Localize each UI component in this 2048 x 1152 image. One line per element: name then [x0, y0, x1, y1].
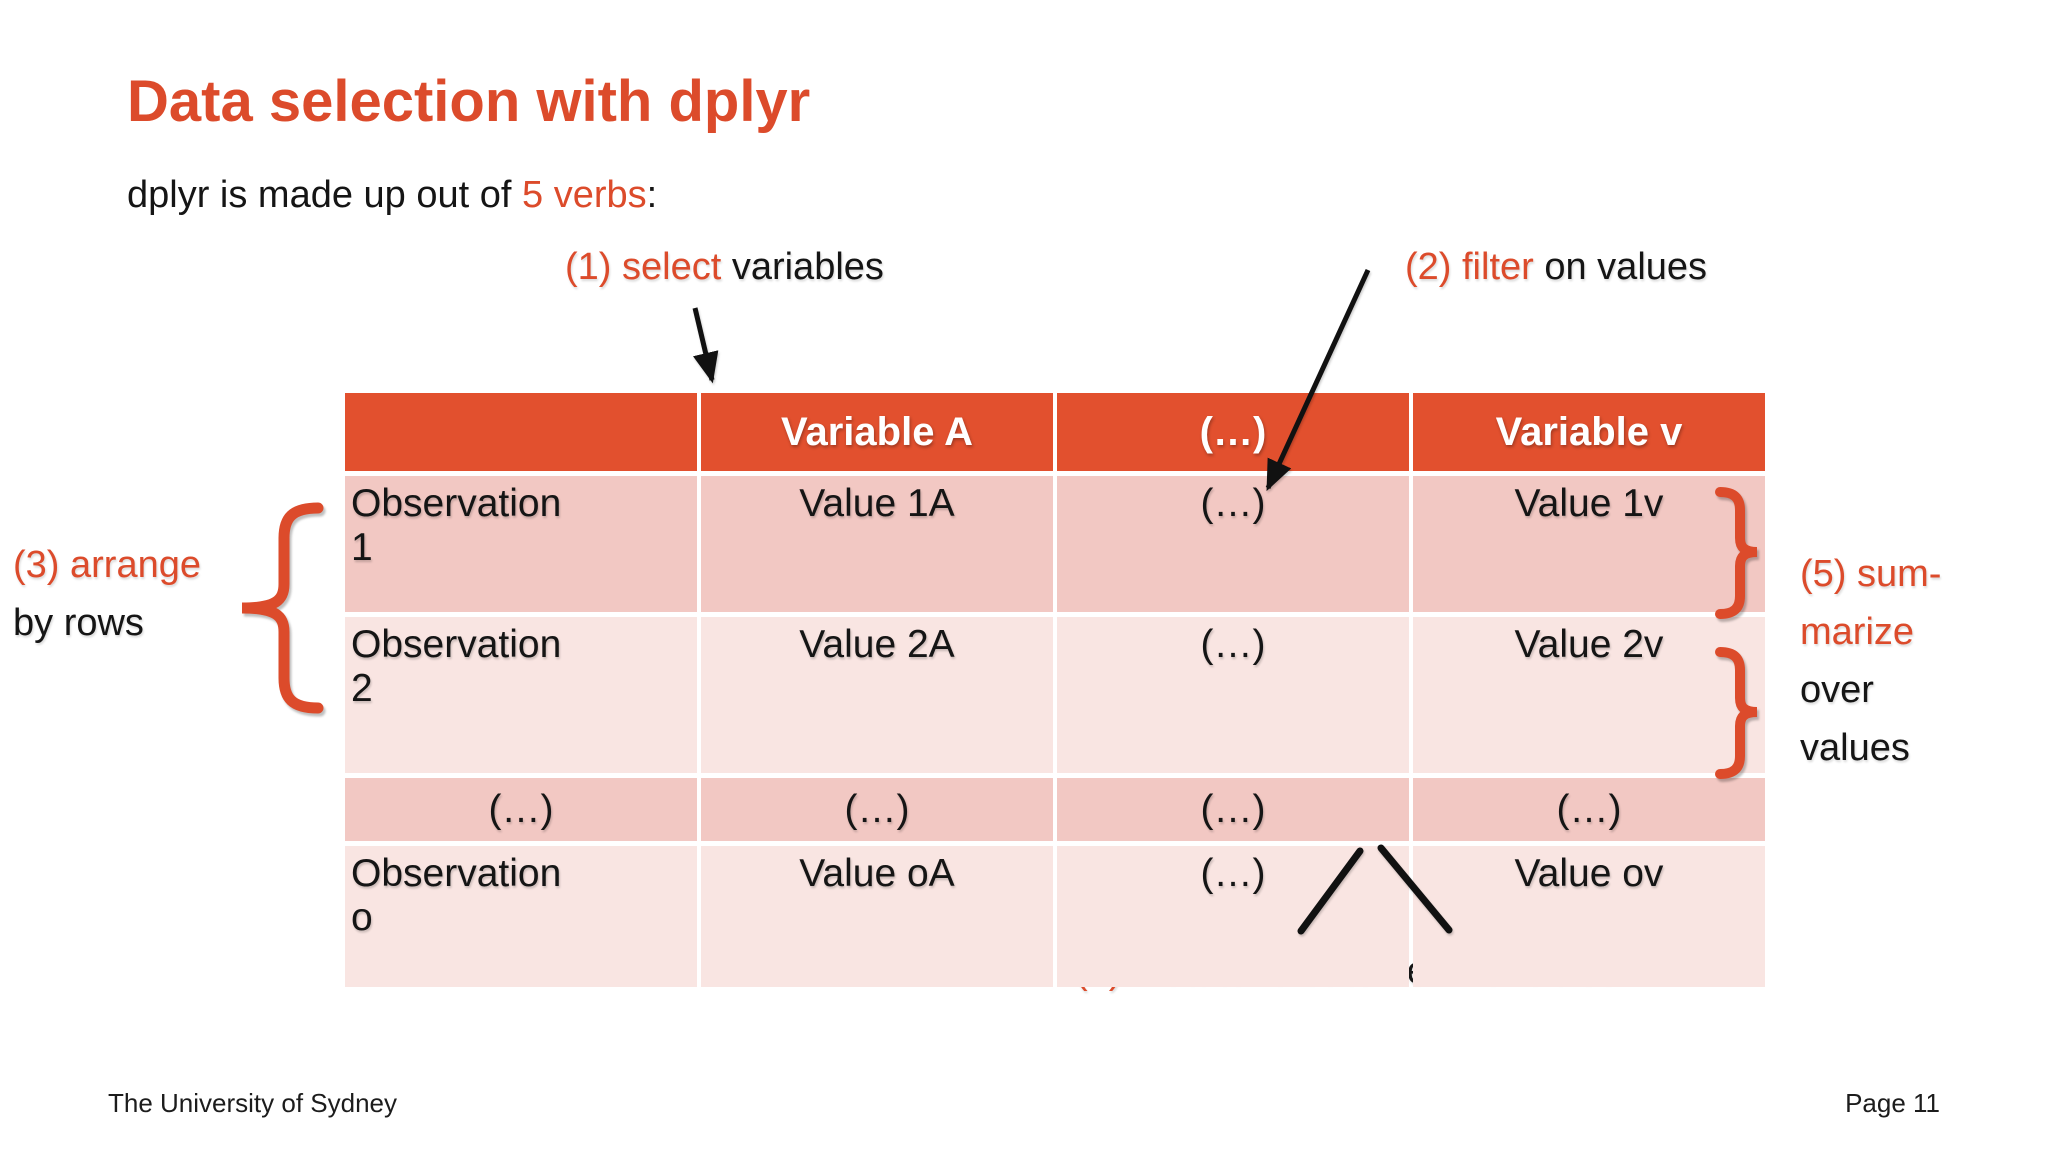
footer-institution: The University of Sydney	[108, 1088, 398, 1118]
subtitle-highlight: 5 verbs	[522, 174, 647, 216]
table-cell: (…)	[701, 778, 1053, 841]
table-row: Observation 1 Value 1A (…) Value 1v	[345, 476, 1765, 612]
data-table: Variable A (…) Variable v Observation 1 …	[341, 388, 1769, 992]
annotation-arrange-verb: (3) arrange	[13, 544, 201, 586]
table-cell: Value 2v	[1413, 617, 1765, 773]
annotation-filter-verb: (2) filter	[1405, 246, 1545, 288]
table-cell: (…)	[1057, 778, 1409, 841]
table-cell: Observation 2	[345, 617, 697, 773]
annotation-filter: (2) filter on values	[1405, 246, 1707, 289]
table-header-cell: (…)	[1057, 393, 1409, 471]
table-row: Observation 2 Value 2A (…) Value 2v	[345, 617, 1765, 773]
table-cell: Value ov	[1413, 846, 1765, 987]
annotation-summarize-rest-line1: over	[1800, 669, 1874, 711]
subtitle-colon: :	[646, 174, 658, 216]
table-header-cell	[345, 393, 697, 471]
annotation-select-rest: variables	[731, 246, 884, 288]
annotation-select: (1) select variables	[565, 246, 884, 289]
subtitle: dplyr is made up out of 5 verbs:	[127, 174, 657, 217]
footer-page-number: Page 11	[1845, 1088, 1940, 1118]
table-cell: (…)	[345, 778, 697, 841]
table-row: Observation o Value oA (…) Value ov	[345, 846, 1765, 987]
annotation-arrange-rest: by rows	[13, 602, 144, 644]
annotation-arrange: (3) arrange by rows	[13, 536, 201, 652]
annotation-summarize: (5) sum- marize over values	[1800, 545, 1941, 777]
table-cell: (…)	[1057, 617, 1409, 773]
subtitle-text: dplyr is made up out of	[127, 174, 522, 216]
select-arrow-icon	[692, 307, 719, 384]
annotation-summarize-rest-line2: values	[1800, 727, 1910, 769]
table-header-cell: Variable A	[701, 393, 1053, 471]
table-cell: Value 2A	[701, 617, 1053, 773]
table-cell: Value oA	[701, 846, 1053, 987]
annotation-filter-rest: on values	[1544, 246, 1708, 288]
table-cell: (…)	[1057, 846, 1409, 987]
annotation-select-verb: (1) select	[565, 246, 732, 288]
annotation-summarize-verb-line2: marize	[1800, 611, 1915, 653]
annotation-summarize-verb-line1: (5) sum-	[1800, 553, 1942, 595]
page-title: Data selection with dplyr	[127, 69, 811, 134]
table-cell: Observation 1	[345, 476, 697, 612]
table-header-row: Variable A (…) Variable v	[345, 393, 1765, 471]
table-cell: Value 1v	[1413, 476, 1765, 612]
table-cell: Value 1A	[701, 476, 1053, 612]
table-cell: (…)	[1057, 476, 1409, 612]
table-header-cell: Variable v	[1413, 393, 1765, 471]
arrange-brace-icon	[241, 502, 324, 714]
table-row: (…) (…) (…) (…)	[345, 778, 1765, 841]
table-cell: (…)	[1413, 778, 1765, 841]
table-cell: Observation o	[345, 846, 697, 987]
